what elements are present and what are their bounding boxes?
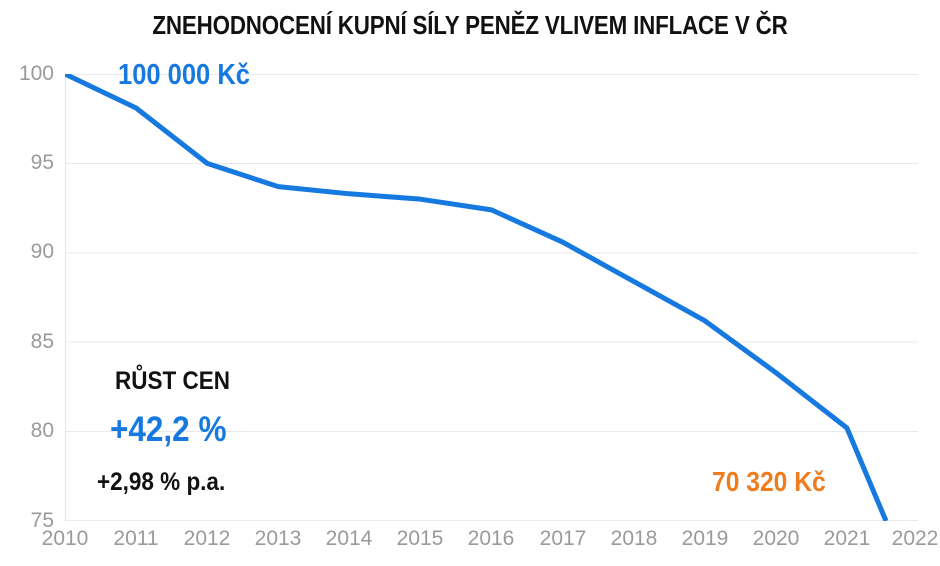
annotation-growth-value: +42,2 % <box>110 410 227 449</box>
x-tick-label: 2010 <box>41 527 89 550</box>
data-line-series-0 <box>65 74 889 521</box>
y-tick-label: 90 <box>30 240 54 263</box>
x-tick-label: 2011 <box>113 527 159 550</box>
x-tick-label: 2015 <box>396 527 444 550</box>
annotation-start-value: 100 000 Kč <box>118 59 250 91</box>
y-tick-label: 95 <box>30 151 54 174</box>
x-tick-label: 2014 <box>325 527 373 550</box>
x-tick-label: 2012 <box>183 527 231 550</box>
gridlines <box>65 74 918 521</box>
y-tick-label: 85 <box>30 330 54 353</box>
annotation-growth-annual: +2,98 % p.a. <box>97 468 226 496</box>
x-tick-label: 2021 <box>823 527 871 550</box>
y-tick-label: 100 <box>18 62 54 85</box>
x-tick-label: 2013 <box>254 527 302 550</box>
x-tick-label: 2018 <box>610 527 658 550</box>
x-tick-label: 2022 <box>891 527 939 550</box>
plot-area <box>65 74 918 521</box>
y-tick-label: 75 <box>30 509 54 532</box>
chart-title: ZNEHODNOCENÍ KUPNÍ SÍLY PENĚZ VLIVEM INF… <box>152 10 788 40</box>
annotation-end-value: 70 320 Kč <box>712 466 826 497</box>
x-tick-label: 2017 <box>539 527 587 550</box>
annotation-growth-label: RŮST CEN <box>115 367 231 395</box>
x-tick-label: 2020 <box>752 527 800 550</box>
line-chart-svg <box>65 74 918 521</box>
y-tick-label: 80 <box>30 419 54 442</box>
x-tick-label: 2016 <box>467 527 515 550</box>
x-tick-label: 2019 <box>681 527 729 550</box>
